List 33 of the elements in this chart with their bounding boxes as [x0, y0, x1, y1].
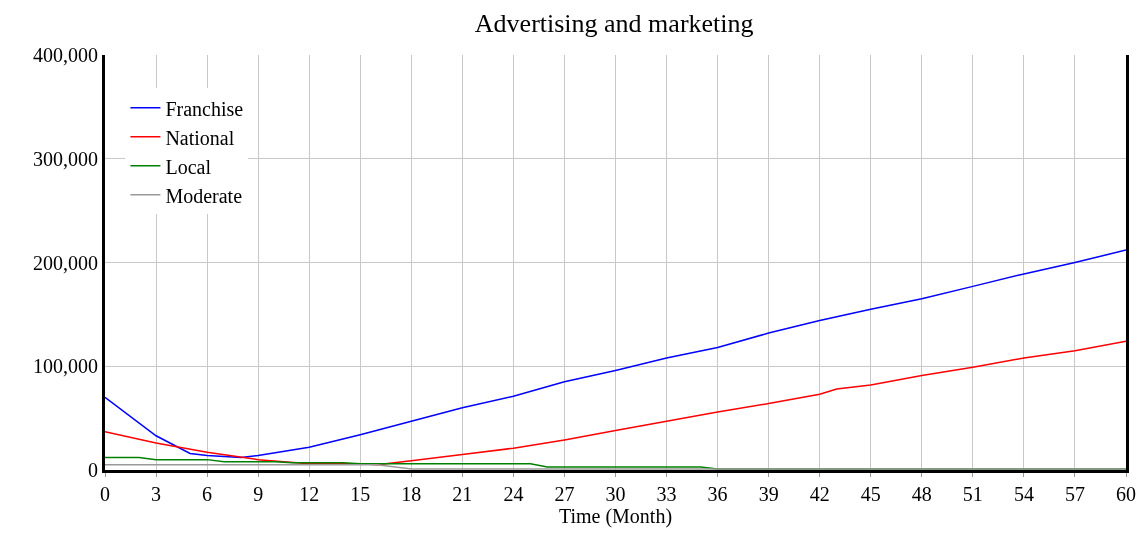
x-tick-label: 51 — [962, 483, 983, 505]
legend-label: National — [165, 126, 235, 149]
x-tick-label: 21 — [452, 483, 473, 505]
x-tick-label: 33 — [656, 483, 677, 505]
legend-label: Local — [165, 155, 212, 178]
x-tick-label: 48 — [911, 483, 932, 505]
x-tick-label: 36 — [707, 483, 728, 505]
x-tick-label: 12 — [299, 483, 320, 505]
y-tick-label: 300,000 — [33, 147, 98, 170]
x-tick-label: 54 — [1013, 483, 1034, 505]
y-tick-label: 400,000 — [33, 44, 98, 66]
y-tick-label: 0 — [88, 459, 98, 481]
chart-title: Advertising and marketing — [474, 8, 754, 38]
x-tick-label: 39 — [758, 483, 779, 505]
x-tick-label: 57 — [1064, 483, 1085, 505]
x-tick-label: 42 — [809, 483, 830, 505]
x-tick-label: 6 — [202, 483, 213, 505]
x-tick-label: 30 — [605, 483, 626, 505]
x-tick-label: 15 — [350, 483, 371, 505]
y-tick-label: 200,000 — [33, 251, 98, 274]
legend-label: Franchise — [165, 97, 244, 120]
x-tick-label: 3 — [151, 483, 162, 505]
x-axis-title: Time (Month) — [558, 505, 673, 528]
x-tick-label: 45 — [860, 483, 881, 505]
y-tick-label: 100,000 — [33, 355, 98, 378]
x-tick-label: 24 — [503, 483, 524, 505]
x-tick-label: 18 — [401, 483, 422, 505]
x-tick-label: 27 — [554, 483, 575, 505]
line-series — [105, 340, 1126, 466]
legend-label: Moderate — [165, 184, 243, 207]
line-series — [105, 249, 1126, 459]
x-tick-label: 60 — [1116, 483, 1136, 505]
x-tick-label: 9 — [253, 483, 264, 505]
